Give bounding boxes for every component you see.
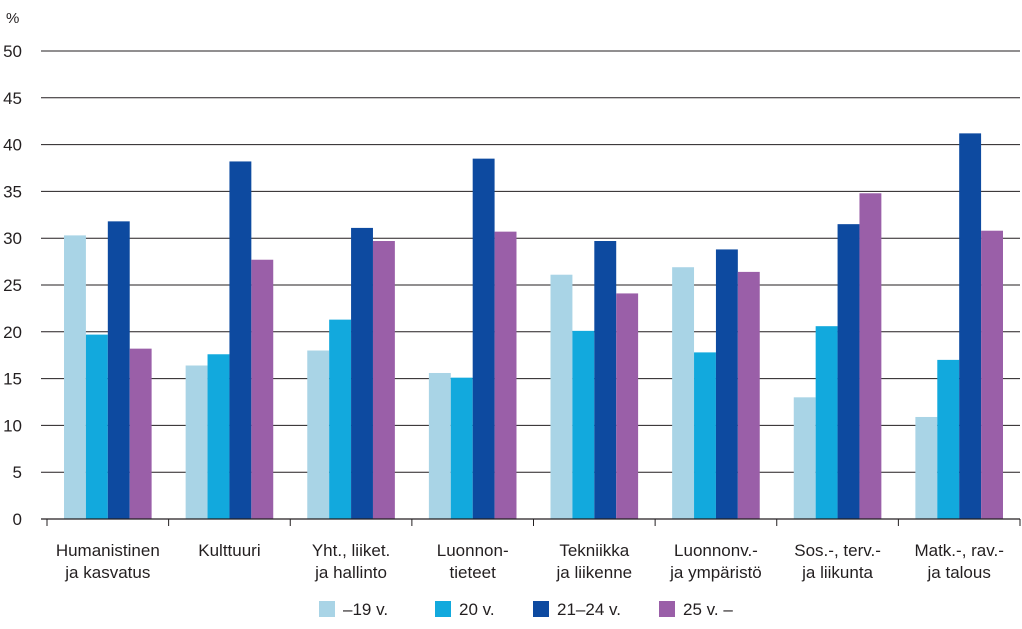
bar [616, 293, 639, 519]
bar [594, 241, 617, 519]
bar [107, 221, 130, 520]
bar [737, 271, 760, 519]
bar [428, 372, 451, 519]
bar [372, 241, 395, 519]
category-label: Sos.-, terv.- [794, 541, 881, 560]
x-axis [41, 518, 1021, 526]
y-tick-label: 35 [3, 182, 22, 201]
bar [937, 359, 960, 519]
legend-item: –19 v. [319, 600, 388, 619]
bar [694, 352, 716, 519]
y-tick-label: 10 [3, 416, 22, 435]
bar [129, 348, 152, 519]
bar [494, 231, 517, 519]
category-label: Tekniikka [559, 541, 629, 560]
legend-label: 20 v. [459, 600, 495, 619]
legend-label: 25 v. – [683, 600, 733, 619]
bar [915, 416, 938, 519]
bar [351, 227, 373, 520]
legend-item: 20 v. [435, 600, 495, 619]
legend-label: 21–24 v. [557, 600, 621, 619]
bar [959, 133, 982, 520]
y-unit-label: % [6, 10, 19, 27]
bar [64, 235, 86, 519]
y-tick-label: 50 [3, 42, 22, 61]
bar [185, 365, 208, 519]
bar [450, 377, 473, 519]
bar [859, 193, 882, 519]
bar [472, 158, 495, 519]
category-label: ja kasvatus [64, 563, 150, 582]
y-tick-label: 15 [3, 370, 22, 389]
bar [715, 249, 738, 519]
y-tick-label: 30 [3, 229, 22, 248]
y-tick-label: 25 [3, 276, 22, 295]
legend-item: 25 v. – [659, 600, 733, 619]
bar [981, 230, 1003, 519]
bar [815, 326, 838, 519]
legend-swatch [319, 601, 335, 617]
category-label: Luonnon- [437, 541, 509, 560]
bar [229, 161, 252, 519]
bars [64, 133, 1003, 520]
category-label: ja liikenne [556, 563, 633, 582]
category-label: tieteet [450, 563, 497, 582]
category-label: Kulttuuri [198, 541, 260, 560]
bar [550, 274, 573, 519]
category-label: Yht., liiket. [312, 541, 390, 560]
y-tick-label: 45 [3, 89, 22, 108]
category-label: Matk.-, rav.- [914, 541, 1003, 560]
legend-swatch [435, 601, 451, 617]
category-label: ja hallinto [314, 563, 387, 582]
y-tick-label: 20 [3, 323, 22, 342]
category-label: Humanistinen [56, 541, 160, 560]
legend-swatch [659, 601, 675, 617]
category-label: ja talous [927, 563, 991, 582]
bar [85, 334, 108, 519]
y-tick-label: 5 [13, 463, 22, 482]
bar [307, 350, 330, 519]
legend-swatch [533, 601, 549, 617]
y-axis-tick-labels: 0 5 10 15 20 25 30 35 40 45 50 [3, 42, 22, 529]
category-label: Luonnonv.- [674, 541, 758, 560]
bar [793, 397, 816, 519]
category-label: ja liikunta [801, 563, 873, 582]
bar [207, 354, 230, 519]
legend-item: 21–24 v. [533, 600, 621, 619]
bar [329, 319, 352, 519]
legend-label: –19 v. [343, 600, 388, 619]
y-tick-label: 40 [3, 136, 22, 155]
legend: –19 v. 20 v. 21–24 v. 25 v. – [319, 600, 733, 619]
category-label: ja ympäristö [669, 563, 762, 582]
bar [251, 259, 274, 519]
bar [837, 224, 860, 519]
category-labels: Humanistinen ja kasvatus Kulttuuri Yht., li… [56, 541, 1004, 582]
bar [572, 330, 595, 519]
y-tick-label: 0 [13, 510, 22, 529]
bar [672, 267, 695, 519]
